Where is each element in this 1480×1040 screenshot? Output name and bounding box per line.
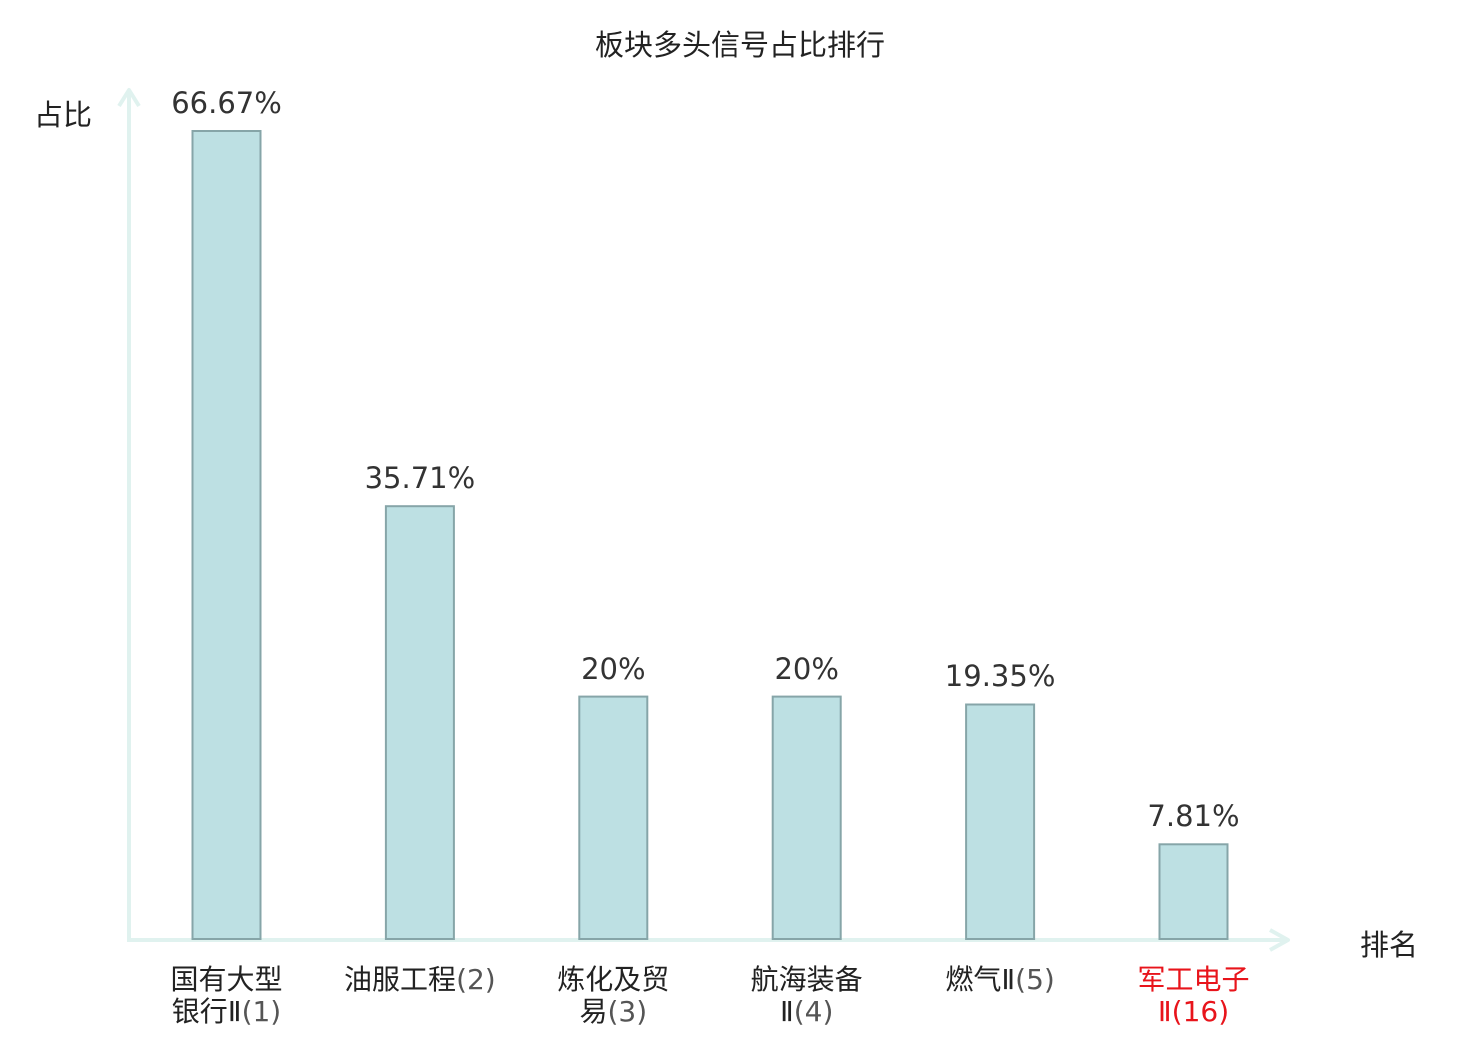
x-tick-line: 油服工程(2) xyxy=(325,964,515,996)
x-tick-line: 燃气Ⅱ(5) xyxy=(905,964,1095,996)
x-tick-line: 军工电子 xyxy=(1099,964,1289,996)
bars xyxy=(191,130,1229,940)
data-label: 35.71% xyxy=(364,461,476,496)
x-tick-rank: (1) xyxy=(241,995,282,1028)
x-tick-rank: (4) xyxy=(793,995,834,1028)
data-label: 20% xyxy=(774,651,839,686)
x-tick-line: 银行Ⅱ(1) xyxy=(132,996,322,1028)
x-tick-line: Ⅱ(16) xyxy=(1099,996,1289,1028)
bar xyxy=(384,505,455,940)
bar xyxy=(771,695,842,940)
chart-title: 板块多头信号占比排行 xyxy=(594,28,885,62)
x-tick-line: 航海装备 xyxy=(712,964,902,996)
x-axis-label: 排名 xyxy=(1360,928,1419,962)
data-label: 20% xyxy=(581,651,646,686)
x-tick-name: 银行Ⅱ xyxy=(171,995,242,1028)
y-axis-label: 占比 xyxy=(34,98,93,132)
axes xyxy=(117,88,1290,952)
x-tick-rank: (5) xyxy=(1015,963,1055,996)
data-label: 7.81% xyxy=(1147,799,1240,834)
x-tick-name: 军工电子 xyxy=(1137,963,1250,996)
x-tick-label: 军工电子 Ⅱ(16) xyxy=(1099,964,1289,1028)
bar xyxy=(578,695,649,940)
x-tick-line: 炼化及贸 xyxy=(518,964,708,996)
x-tick-name: Ⅱ xyxy=(1157,995,1172,1028)
x-tick-label: 国有大型 银行Ⅱ(1) xyxy=(132,964,322,1028)
bar xyxy=(191,130,262,940)
x-tick-line: 易(3) xyxy=(518,996,708,1028)
x-axis-arrow-icon xyxy=(1269,928,1290,952)
x-tick-rank: (16) xyxy=(1171,995,1230,1028)
x-tick-line: Ⅱ(4) xyxy=(712,996,902,1028)
x-tick-rank: (2) xyxy=(456,963,496,996)
bar xyxy=(965,703,1036,940)
x-tick-line: 国有大型 xyxy=(132,964,322,996)
x-tick-name: 炼化及贸 xyxy=(557,963,670,996)
x-tick-name: 航海装备 xyxy=(750,963,863,996)
x-tick-name: 国有大型 xyxy=(170,963,283,996)
data-label: 66.67% xyxy=(171,86,282,120)
x-tick-name: 易 xyxy=(579,995,608,1028)
x-tick-label: 燃气Ⅱ(5) xyxy=(905,964,1095,996)
x-tick-label: 油服工程(2) xyxy=(325,964,515,996)
x-tick-name: 燃气Ⅱ xyxy=(945,963,1016,996)
x-tick-label: 炼化及贸 易(3) xyxy=(518,964,708,1028)
x-tick-name: 油服工程 xyxy=(344,963,457,996)
y-axis-arrow-icon xyxy=(117,88,141,108)
x-tick-name: Ⅱ xyxy=(779,995,794,1028)
x-tick-label: 航海装备 Ⅱ(4) xyxy=(712,964,902,1028)
data-label: 19.35% xyxy=(944,659,1056,694)
bar xyxy=(1158,843,1229,940)
x-tick-rank: (3) xyxy=(607,995,648,1028)
